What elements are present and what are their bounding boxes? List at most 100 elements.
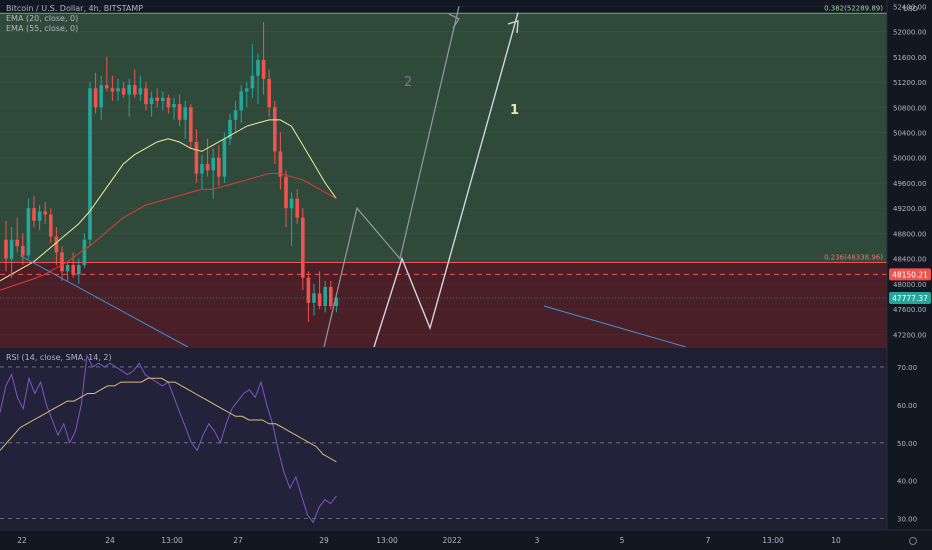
projection-arrow-2 [448, 13, 460, 29]
candle[interactable] [211, 157, 215, 171]
candle[interactable] [256, 59, 260, 76]
candle[interactable] [228, 119, 232, 139]
candle[interactable] [4, 239, 8, 259]
candle[interactable] [21, 246, 25, 256]
candle[interactable] [222, 138, 227, 177]
candle[interactable] [239, 91, 243, 111]
ema20-line [0, 119, 337, 282]
candle[interactable] [99, 85, 103, 108]
candle[interactable] [205, 164, 210, 171]
rsi-ma-line [0, 377, 337, 463]
candle[interactable] [155, 97, 159, 101]
candle[interactable] [54, 236, 59, 253]
price-tick-label: 50400.00 [893, 129, 926, 137]
candle[interactable] [189, 107, 193, 142]
candle[interactable] [15, 239, 19, 247]
time-tick-label: 10 [831, 536, 841, 545]
candle[interactable] [334, 297, 339, 306]
candle[interactable] [278, 151, 283, 177]
ema20-legend[interactable]: EMA (20, close, 0) [6, 14, 79, 23]
time-tick-label: 22 [17, 536, 27, 545]
candle[interactable] [289, 198, 294, 209]
candle[interactable] [312, 293, 316, 303]
candle[interactable] [200, 164, 204, 174]
time-tick-label: 7 [706, 536, 711, 545]
candle[interactable] [245, 88, 249, 92]
candle[interactable] [267, 78, 271, 108]
candle[interactable] [217, 157, 221, 177]
candle[interactable] [93, 88, 98, 108]
candle[interactable] [317, 293, 322, 306]
candle[interactable] [105, 85, 109, 89]
time-tick-label: 2022 [442, 536, 461, 545]
price-marker-label: 48150.21 [892, 270, 928, 279]
price-tick-label: 51600.00 [893, 54, 926, 62]
candle[interactable] [43, 211, 47, 215]
candle[interactable] [183, 107, 187, 120]
candle[interactable] [273, 107, 277, 152]
candle[interactable] [329, 287, 333, 306]
trendline-right [543, 305, 687, 348]
candle[interactable] [121, 88, 126, 95]
price-marker-badge [889, 291, 931, 304]
fib-level-label: 0.382(52289.89) [824, 4, 883, 12]
candle[interactable] [9, 239, 14, 259]
candle[interactable] [172, 104, 176, 108]
candle[interactable] [133, 85, 137, 95]
ema55-line [0, 173, 337, 291]
symbol-title[interactable]: Bitcoin / U.S. Dollar, 4h, BITSTAMP [6, 4, 144, 13]
time-tick-label: 13:00 [376, 536, 398, 545]
time-tick-label: 3 [535, 536, 540, 545]
candle[interactable] [26, 208, 31, 256]
candle[interactable] [60, 252, 64, 272]
fib-zone-green [0, 13, 887, 263]
candle[interactable] [116, 88, 120, 92]
candle[interactable] [82, 239, 87, 265]
candle[interactable] [323, 287, 327, 306]
candle[interactable] [32, 208, 36, 221]
ema55-legend[interactable]: EMA (55, close, 0) [6, 24, 79, 33]
candle[interactable] [71, 264, 75, 275]
candle[interactable] [144, 88, 148, 105]
candle[interactable] [295, 198, 299, 218]
candle[interactable] [110, 88, 115, 92]
candle[interactable] [306, 277, 311, 303]
candle[interactable] [149, 97, 154, 105]
candle[interactable] [37, 211, 42, 221]
candle[interactable] [161, 97, 165, 101]
fib-zone-red [0, 262, 887, 347]
time-tick-label: 29 [319, 536, 329, 545]
projection-path-1 [373, 12, 519, 348]
candle[interactable] [301, 217, 305, 278]
candle[interactable] [194, 141, 199, 174]
price-tick-label: 47200.00 [893, 331, 926, 339]
candle[interactable] [166, 97, 171, 108]
candle[interactable] [138, 88, 143, 95]
settings-icon[interactable] [909, 537, 917, 545]
candle[interactable] [261, 59, 266, 79]
candle[interactable] [88, 88, 92, 240]
candle[interactable] [284, 176, 288, 209]
rsi-title[interactable]: RSI (14, close, SMA, 14, 2) [6, 353, 112, 362]
candle[interactable] [127, 85, 131, 95]
price-tick-label: 52000.00 [893, 29, 926, 37]
candle[interactable] [77, 264, 81, 275]
price-tick-label: 47600.00 [893, 306, 926, 314]
candle[interactable] [177, 104, 182, 120]
rsi-pane[interactable] [0, 348, 887, 530]
candle[interactable] [233, 110, 238, 120]
projection-arrow-1 [507, 20, 519, 34]
rsi-tick-label: 40.00 [897, 478, 917, 486]
candle[interactable] [250, 75, 255, 89]
price-pane[interactable]: 0.382(52289.89) 0.236(48338.96) 2 1 [0, 4, 887, 348]
time-tick-label: 5 [620, 536, 625, 545]
price-tick-label: 52400.00 [893, 3, 926, 11]
candle[interactable] [49, 214, 53, 237]
chart-legend: Bitcoin / U.S. Dollar, 4h, BITSTAMP EMA … [6, 4, 143, 34]
rsi-tick-label: 70.00 [897, 364, 917, 372]
candle[interactable] [65, 264, 70, 272]
rsi-legend: RSI (14, close, SMA, 14, 2) [6, 353, 112, 363]
time-tick-label: 13:00 [762, 536, 784, 545]
